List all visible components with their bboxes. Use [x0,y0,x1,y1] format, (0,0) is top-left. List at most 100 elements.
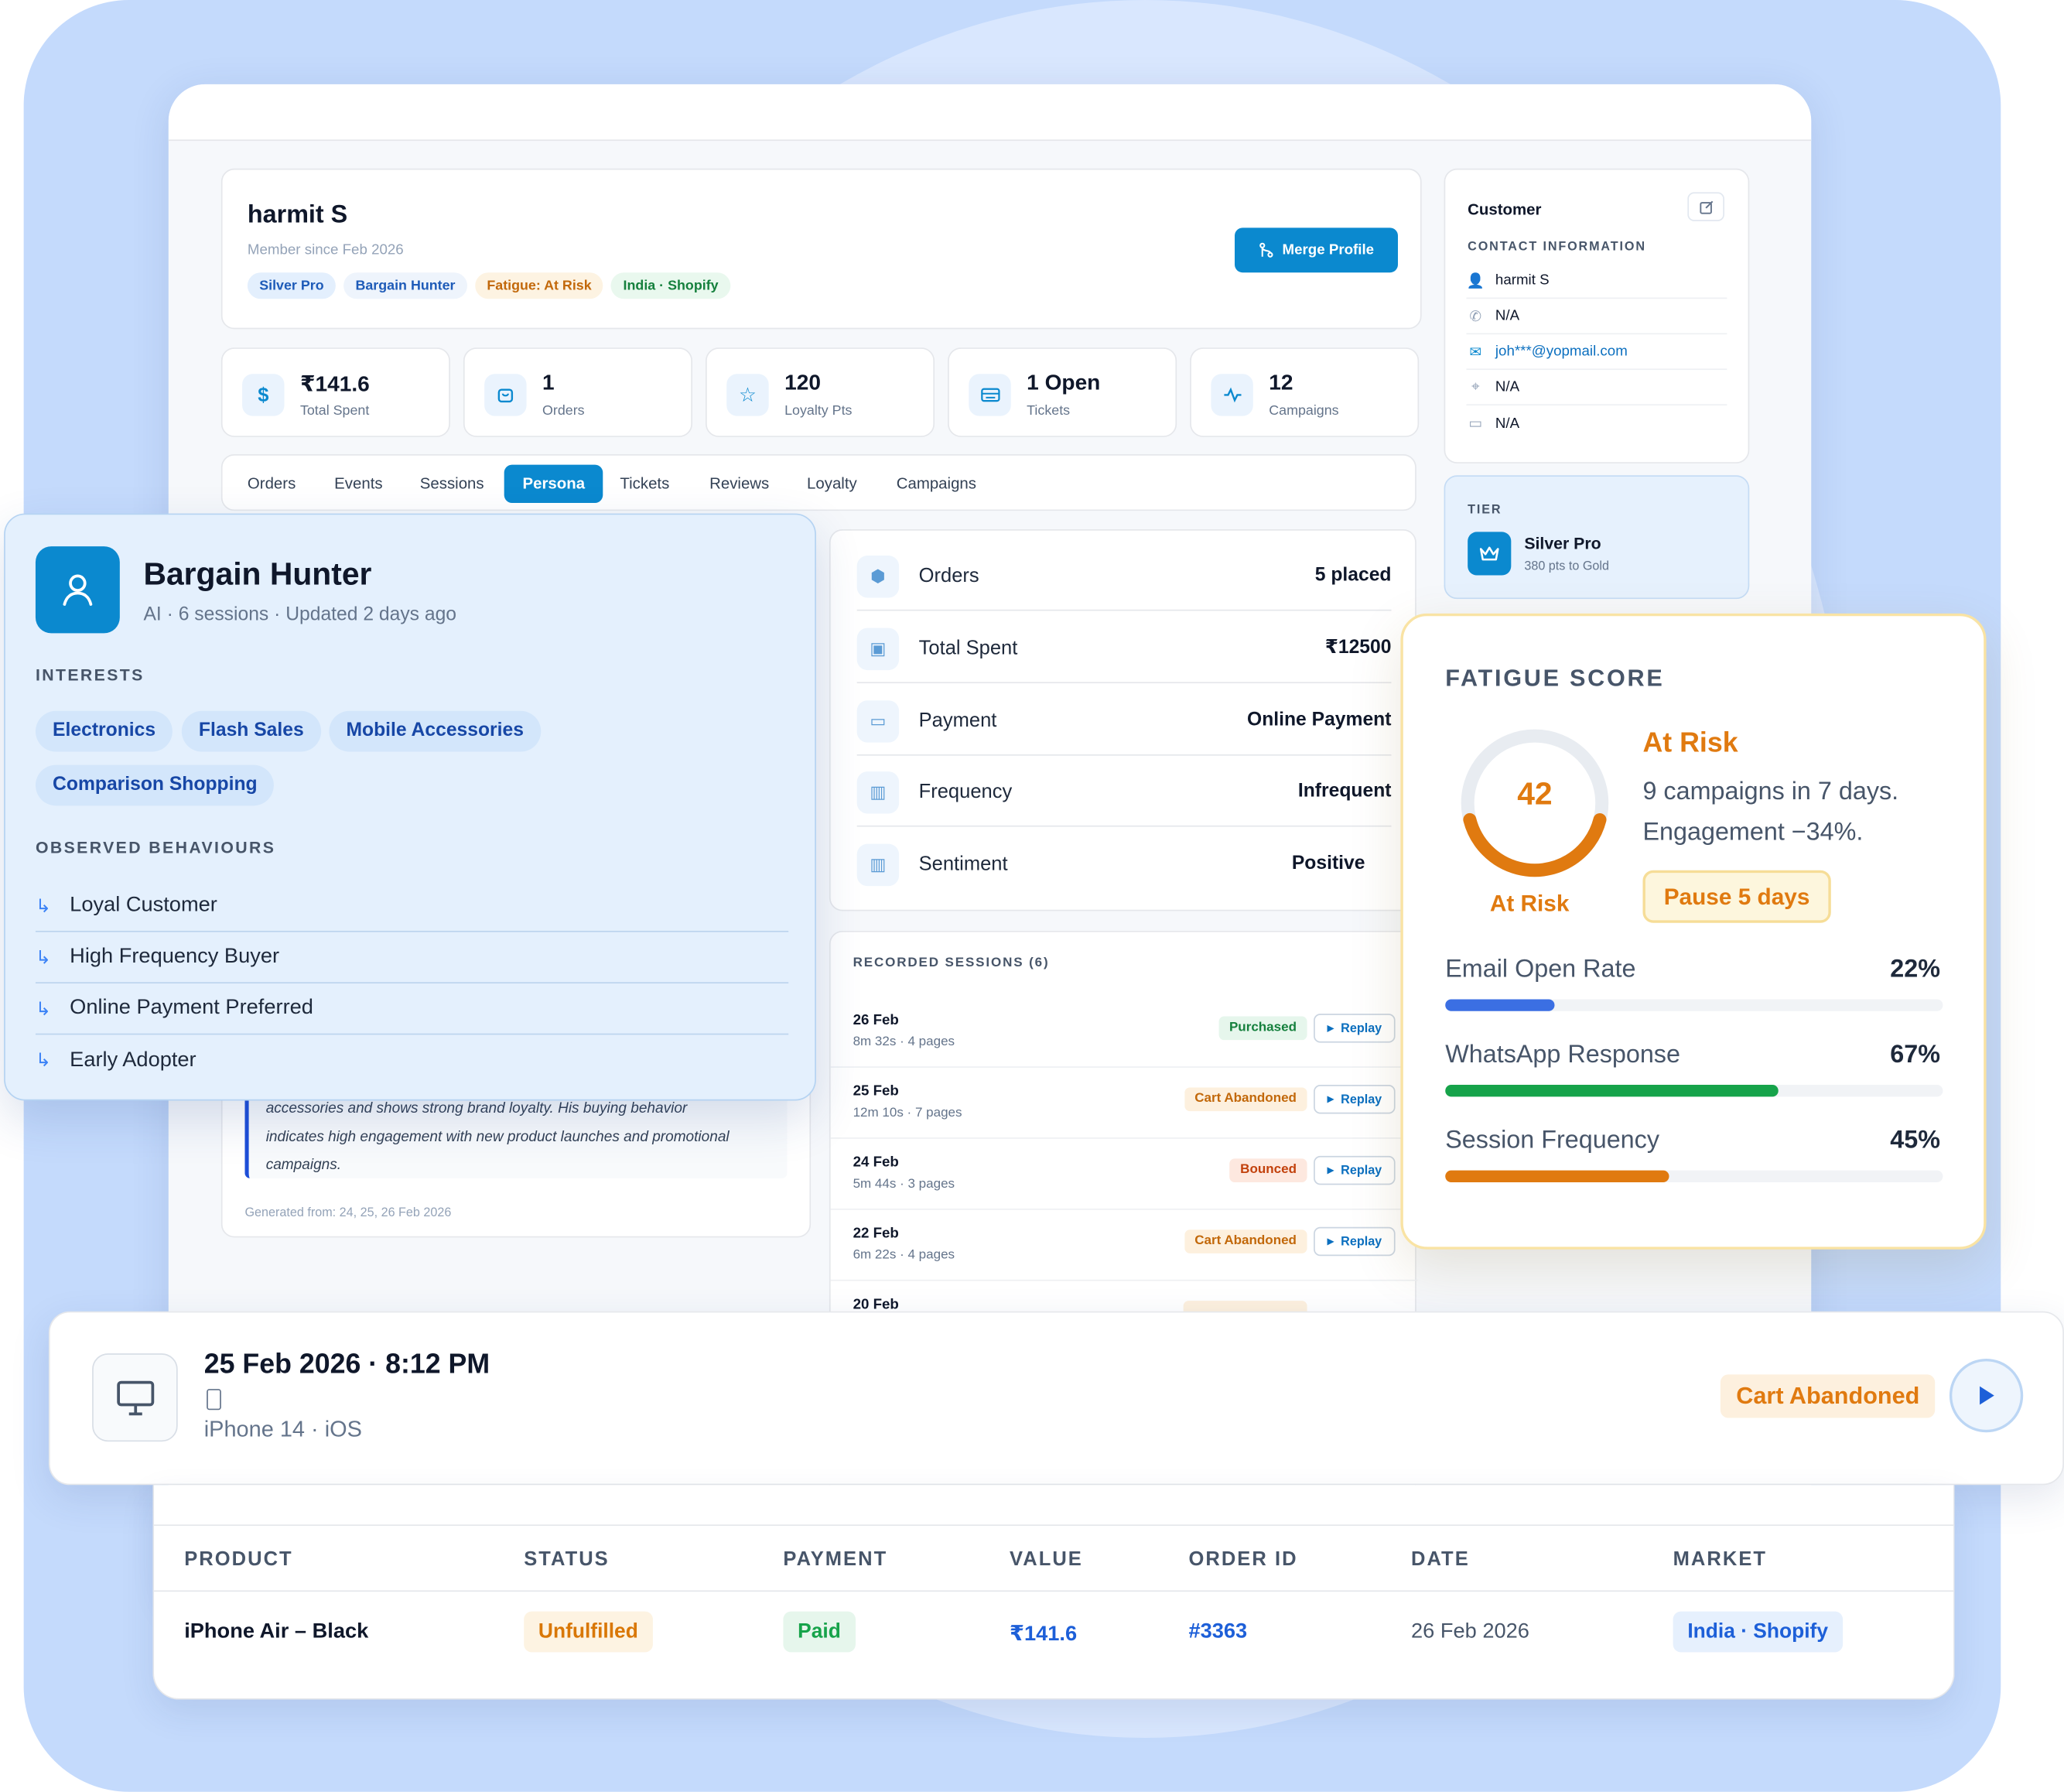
summary-value: ₹12500 [1324,637,1392,658]
play-button[interactable] [1949,1358,2024,1433]
contact-value: N/A [1495,308,1520,324]
metric-value: 67% [1890,1041,1941,1069]
calendar-icon: ▭ [1468,416,1483,433]
behaviour-item: ↳ High Frequency Buyer [35,932,789,984]
stat-value: 1 Open [1027,371,1101,395]
replay-button[interactable]: ▶ Replay [1314,1226,1396,1257]
session-meta: 12m 10s · 7 pages [853,1106,962,1120]
tab-sessions[interactable]: Sessions [419,474,484,493]
session-meta: 6m 22s · 4 pages [853,1248,955,1263]
persona-name: Bargain Hunter [143,556,372,593]
contact-row-phone: ✆ N/A [1466,299,1727,335]
stat-tickets: 1 Open Tickets [948,347,1177,437]
behaviour-item: ↳ Online Payment Preferred [35,983,789,1035]
session-row[interactable]: 25 Feb 12m 10s · 7 pages Cart Abandoned … [830,1068,1418,1139]
tab-reviews[interactable]: Reviews [709,474,770,493]
recorded-sessions-title: RECORDED SESSIONS (6) [853,956,1050,971]
behaviour-item: ↳ Early Adopter [36,1035,788,1086]
col-product: PRODUCT [184,1547,293,1571]
summary-label: Payment [918,710,997,733]
stat-label: Total Spent [299,402,370,419]
session-row[interactable]: 26 Feb 8m 32s · 4 pages Purchased ▶ Repla… [830,997,1418,1068]
session-row[interactable]: 22 Feb 6m 22s · 4 pages Cart Abandoned ▶… [830,1210,1418,1281]
fatigue-line-2: Engagement −34%. [1642,819,1864,847]
tab-tickets[interactable]: Tickets [620,474,670,493]
session-row[interactable]: 24 Feb 5m 44s · 3 pages Bounced ▶ Replay [830,1139,1418,1210]
edit-button[interactable] [1687,192,1724,221]
ticket-icon [969,374,1011,416]
session-date: 26 Feb [853,1012,899,1028]
chart-icon: ▥ [856,771,900,814]
contact-section-title: CONTACT INFORMATION [1468,239,1646,255]
tab-campaigns[interactable]: Campaigns [896,474,977,493]
cell-value: ₹141.6 [1010,1623,1078,1646]
cell-product: iPhone Air – Black [184,1620,369,1643]
stat-label: Orders [542,402,585,419]
summary-value: Infrequent [1297,780,1392,802]
summary-value: Positive [1291,853,1365,874]
location-icon: ⌖ [1471,378,1480,395]
window-titlebar [168,84,1812,142]
play-icon: ▶ [1327,1166,1334,1176]
metric-bar [1445,999,1943,1011]
tab-persona[interactable]: Persona [504,464,603,503]
play-icon: ▶ [1327,1024,1334,1034]
cell-order-id-link[interactable]: #3363 [1188,1620,1248,1643]
fatigue-line-1: 9 campaigns in 7 days. [1642,778,1899,806]
contact-email-link[interactable]: joh***@yopmail.com [1495,344,1628,360]
customer-card: Customer CONTACT INFORMATION 👤 harmit S ✆… [1444,168,1750,463]
interest-chip: Flash Sales [181,710,321,752]
behaviour-item: ↳ Loyal Customer [35,881,789,932]
replay-label: Replay [1341,1163,1382,1178]
arrow-icon: ↳ [35,1049,51,1071]
session-meta: 5m 44s · 3 pages [853,1177,955,1192]
session-status-badge: Cart Abandoned [1720,1374,1936,1418]
summary-label: Orders [918,564,979,587]
mail-icon: ✉ [1469,344,1482,361]
replay-button[interactable]: ▶ Replay [1314,1155,1396,1185]
phone-icon [207,1389,221,1411]
tier-card: TIER Silver Pro 380 pts to Gold [1444,475,1750,600]
merge-profile-button[interactable]: Merge Profile [1235,227,1398,273]
behaviours-title: OBSERVED BEHAVIOURS [35,838,276,857]
merge-icon [1259,242,1273,258]
card-icon: ▭ [856,700,900,743]
stat-value: 120 [784,371,821,395]
chart-icon: ▥ [856,843,900,887]
fatigue-score-popup: FATIGUE SCORE 42 At Risk At Risk 9 campa… [1400,613,1987,1250]
summary-value: Online Payment [1247,710,1392,731]
session-status-badge: Cart Abandoned [1184,1229,1307,1253]
stat-total-spent: $ ₹141.6 Total Spent [220,347,450,437]
summary-value: 5 placed [1314,564,1392,587]
col-date: DATE [1411,1547,1470,1571]
cell-market-badge: India · Shopify [1673,1611,1843,1653]
persona-avatar [35,546,120,634]
replay-button[interactable]: ▶ Replay [1314,1085,1396,1114]
session-status-badge: Cart Abandoned [1184,1087,1307,1112]
tab-orders[interactable]: Orders [247,474,296,493]
orders-table: PRODUCT STATUS PAYMENT VALUE ORDER ID DA… [152,1485,1955,1700]
metric-bar [1445,1170,1943,1182]
session-meta: 8m 32s · 4 pages [853,1035,955,1050]
play-icon [1980,1386,1994,1405]
arrow-icon: ↳ [35,946,51,967]
user-icon: 👤 [1466,273,1485,289]
profile-tag: India · Shopify [611,272,730,299]
interest-chip: Comparison Shopping [35,764,275,806]
tab-loyalty[interactable]: Loyalty [807,474,857,493]
col-payment: PAYMENT [783,1547,888,1571]
stat-loyalty-points: ☆ 120 Loyalty Pts [706,347,935,437]
box-icon: ⬢ [856,556,900,598]
replay-label: Replay [1341,1234,1382,1249]
ai-summary-text: accessories and shows strong brand loyal… [265,1100,730,1174]
profile-tags: Silver Pro Bargain Hunter Fatigue: At Risk… [247,272,738,299]
tab-events[interactable]: Events [334,474,383,493]
fatigue-gauge [1461,729,1609,877]
pause-button[interactable]: Pause 5 days [1642,870,1831,923]
profile-header: harmit S Member since Feb 2026 Silver Pr… [220,168,1422,330]
col-status: STATUS [524,1547,610,1571]
replay-button[interactable]: ▶ Replay [1314,1014,1396,1043]
merge-profile-label: Merge Profile [1282,242,1375,258]
contact-row-location: ⌖ N/A [1466,370,1727,406]
session-date: 25 Feb [853,1083,899,1099]
